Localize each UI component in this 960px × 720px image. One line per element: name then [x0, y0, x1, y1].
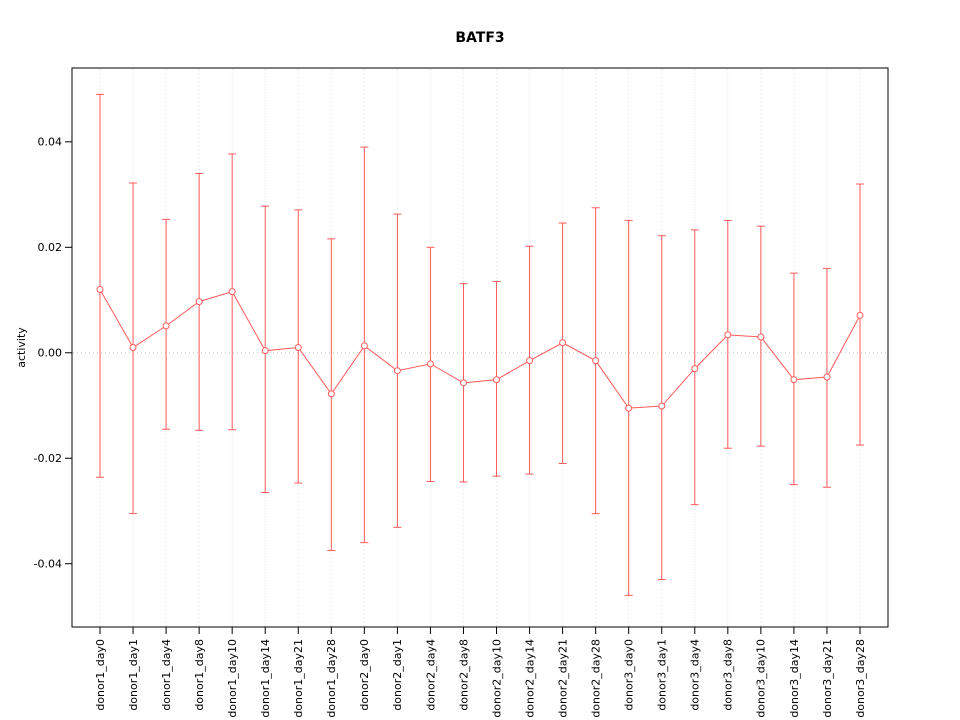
- data-point: [559, 339, 567, 347]
- x-tick-label: donor3_day10: [755, 639, 768, 718]
- y-tick-label: -0.02: [34, 452, 62, 465]
- data-point: [493, 376, 501, 384]
- x-tick-label: donor2_day14: [523, 639, 536, 718]
- data-point: [856, 311, 864, 319]
- x-tick-label: donor2_day0: [358, 639, 371, 711]
- data-point: [162, 322, 170, 330]
- data-point: [625, 404, 633, 412]
- data-point: [823, 373, 831, 381]
- data-point: [459, 379, 467, 387]
- x-tick-label: donor2_day21: [556, 639, 569, 718]
- x-tick-label: donor2_day8: [457, 639, 470, 711]
- data-point: [724, 331, 732, 339]
- x-tick-label: donor3_day28: [854, 639, 867, 718]
- data-point: [360, 342, 368, 350]
- plot-border: [71, 67, 889, 628]
- data-point: [195, 298, 203, 306]
- data-point: [790, 376, 798, 384]
- x-tick-label: donor1_day21: [292, 639, 305, 718]
- x-tick-label: donor1_day28: [325, 639, 338, 718]
- data-point: [294, 344, 302, 351]
- y-tick-label: -0.04: [34, 558, 62, 571]
- x-tick-label: donor1_day4: [160, 639, 173, 711]
- y-tick-label: 0.04: [38, 136, 63, 149]
- data-point: [393, 367, 401, 375]
- x-tick-label: donor1_day1: [127, 639, 140, 711]
- data-point: [592, 357, 600, 365]
- series-line: [99, 289, 861, 409]
- x-tick-label: donor3_day21: [821, 639, 834, 718]
- x-tick-label: donor1_day10: [226, 639, 239, 718]
- data-point: [129, 344, 137, 351]
- x-tick-label: donor1_day14: [259, 639, 272, 718]
- x-tick-label: donor3_day1: [656, 639, 669, 711]
- x-tick-label: donor2_day4: [424, 639, 437, 711]
- data-point: [757, 333, 765, 341]
- data-point: [327, 390, 335, 398]
- chart-title: BATF3: [455, 30, 505, 46]
- data-point: [261, 347, 269, 355]
- x-tick-label: donor1_day8: [193, 639, 206, 711]
- data-point: [228, 288, 236, 296]
- y-axis-label: activity: [15, 327, 28, 368]
- x-tick-label: donor2_day1: [391, 639, 404, 711]
- x-tick-label: donor2_day28: [590, 639, 603, 718]
- x-tick-label: donor3_day0: [623, 639, 636, 711]
- x-tick-label: donor3_day14: [788, 639, 801, 718]
- data-point: [658, 402, 666, 410]
- data-point: [691, 365, 699, 373]
- x-tick-label: donor3_day4: [689, 639, 702, 711]
- data-point: [426, 360, 434, 368]
- x-tick-label: donor1_day0: [94, 639, 107, 711]
- data-point: [96, 285, 104, 293]
- y-tick-label: 0.00: [38, 347, 63, 360]
- x-tick-label: donor3_day8: [722, 639, 735, 711]
- data-point: [526, 357, 534, 365]
- x-tick-label: donor2_day10: [490, 639, 503, 718]
- y-tick-label: 0.02: [38, 241, 63, 254]
